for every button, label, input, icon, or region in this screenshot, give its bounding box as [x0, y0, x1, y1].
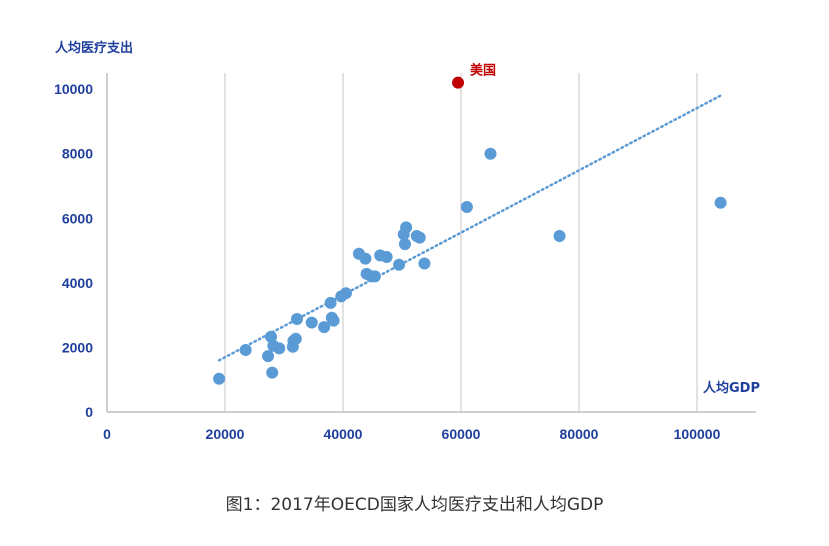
x-tick-label: 40000 [324, 426, 363, 442]
data-point [266, 366, 279, 379]
x-axis-title: 人均GDP [703, 380, 760, 396]
data-point [398, 238, 411, 251]
trendline [217, 94, 722, 362]
x-tick-labels: 0 20000 40000 60000 80000 100000 [103, 426, 720, 442]
y-tick-label: 6000 [62, 210, 93, 226]
x-tick-label: 100000 [674, 426, 721, 442]
data-point [339, 287, 352, 300]
highlight-point-usa [452, 76, 465, 89]
y-tick-labels: 0 2000 4000 6000 8000 10000 [54, 81, 93, 420]
data-point [418, 257, 431, 270]
data-point [318, 321, 331, 334]
y-tick-label: 10000 [54, 81, 93, 97]
data-points [213, 147, 727, 385]
data-point [393, 258, 406, 271]
data-point [714, 196, 727, 209]
y-tick-label: 2000 [62, 339, 93, 355]
data-point [380, 251, 393, 264]
data-point [289, 332, 302, 345]
data-point [273, 342, 286, 355]
data-point [359, 252, 372, 265]
data-point [413, 231, 426, 244]
x-tick-label: 0 [103, 426, 111, 442]
data-point [327, 314, 340, 327]
figure-caption: 图1：2017年OECD国家人均医疗支出和人均GDP [225, 495, 604, 515]
y-tick-label: 0 [85, 404, 93, 420]
y-tick-label: 4000 [62, 275, 93, 291]
highlight-label: 美国 [470, 63, 496, 79]
data-point [368, 270, 381, 283]
x-tick-label: 80000 [560, 426, 599, 442]
data-point [484, 147, 497, 160]
x-tick-label: 60000 [442, 426, 481, 442]
data-point [553, 230, 566, 243]
data-point [262, 350, 275, 363]
data-point [460, 200, 473, 213]
scatter-chart: 0 20000 40000 60000 80000 100000 0 2000 4000 600… [54, 40, 760, 442]
data-point [239, 344, 252, 357]
data-point [290, 313, 303, 326]
grid-lines [224, 73, 698, 412]
data-point [265, 330, 278, 343]
data-point [400, 221, 413, 234]
data-point [305, 316, 318, 329]
y-axis-title: 人均医疗支出 [55, 40, 133, 56]
y-tick-label: 8000 [62, 146, 93, 162]
data-point [213, 372, 226, 385]
x-tick-label: 20000 [206, 426, 245, 442]
data-point [324, 296, 337, 309]
